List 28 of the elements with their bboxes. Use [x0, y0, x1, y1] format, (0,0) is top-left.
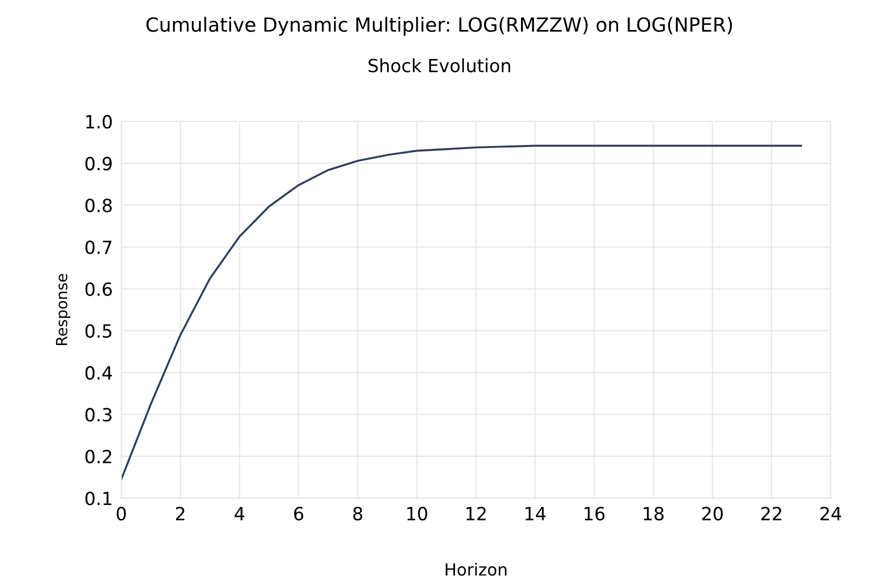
y-axis-title: Response [56, 274, 70, 345]
x-tick-label: 22 [761, 506, 782, 520]
y-tick-label: 1.0 [86, 114, 112, 129]
x-tick-label: 4 [234, 507, 244, 520]
line-series [121, 144, 802, 480]
x-tick-label: 18 [644, 506, 664, 520]
y-tick-label: 0.1 [85, 492, 112, 506]
y-tick-label: 0.2 [85, 450, 112, 464]
x-tick-label: 20 [702, 506, 723, 520]
y-tick-label: 0.5 [85, 324, 112, 338]
x-tick-label: 0 [116, 506, 126, 520]
y-tick-label: 0.7 [85, 240, 112, 254]
x-tick-label: 12 [466, 506, 486, 520]
y-tick-label: 0.3 [85, 408, 112, 422]
chart-title: Cumulative Dynamic Multiplier: LOG(RMZZW) on LOG(NPER) [146, 16, 732, 36]
x-tick-label: 2 [176, 506, 184, 520]
chart-subtitle: Shock Evolution [368, 58, 510, 72]
y-tick-label: 0.6 [85, 282, 112, 296]
x-axis-title: Horizon [446, 562, 506, 576]
y-tick-label: 0.9 [85, 156, 112, 170]
x-tick-label: 8 [353, 506, 362, 520]
x-tick-label: 14 [526, 507, 546, 520]
x-tick-label: 16 [584, 506, 605, 520]
y-tick-label: 0.4 [85, 366, 112, 380]
x-tick-label: 6 [294, 506, 304, 520]
y-tick-label: 0.8 [85, 198, 112, 212]
x-tick-label: 24 [820, 506, 842, 520]
x-tick-label: 10 [407, 506, 428, 520]
